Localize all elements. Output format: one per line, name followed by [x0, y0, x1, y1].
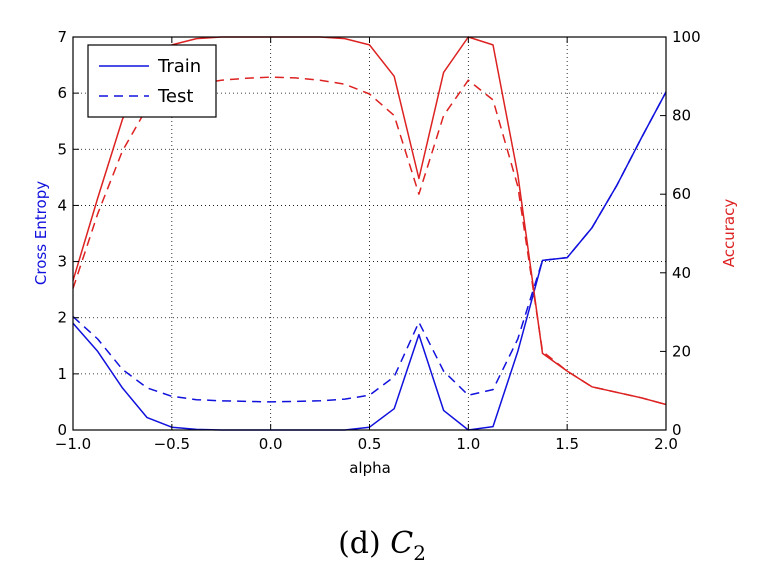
x-tick-label: −1.0	[55, 435, 91, 453]
left-y-tick-labels: 0 1 2 3 4 5 6 7	[57, 28, 67, 439]
left-y-tick-label: 3	[57, 253, 67, 271]
legend: Train Test	[87, 44, 217, 118]
legend-label-train: Train	[157, 56, 201, 77]
left-y-tick-label: 4	[57, 196, 67, 214]
legend-box	[87, 44, 217, 118]
tick-marks	[72, 36, 667, 431]
caption-symbol: C	[390, 526, 413, 561]
figure-caption: (d) C2	[338, 526, 426, 565]
left-y-tick-label: 1	[57, 365, 67, 383]
caption-subscript: 2	[413, 541, 426, 565]
left-y-axis-label: Cross Entropy	[32, 181, 50, 285]
right-y-tick-label: 80	[672, 107, 691, 125]
left-y-tick-label: 6	[57, 84, 67, 102]
x-tick-label: 2.0	[654, 435, 678, 453]
x-tick-label: 1.5	[555, 435, 579, 453]
x-tick-label: 1.0	[456, 435, 480, 453]
x-tick-label: 0.0	[259, 435, 283, 453]
loss-test-line	[72, 91, 667, 403]
x-tick-label: −0.5	[154, 435, 190, 453]
x-axis-label: alpha	[349, 459, 391, 477]
accuracy-test-line	[72, 76, 667, 406]
left-y-tick-label: 0	[57, 421, 67, 439]
right-y-tick-labels: 0 20 40 60 80 100	[672, 28, 701, 439]
right-y-tick-label: 0	[672, 421, 682, 439]
right-y-tick-label: 20	[672, 342, 691, 360]
right-y-axis-label: Accuracy	[720, 199, 738, 268]
right-y-tick-label: 60	[672, 185, 691, 203]
x-tick-labels: −1.0 −0.5 0.0 0.5 1.0 1.5 2.0	[55, 435, 678, 453]
left-y-tick-label: 7	[57, 28, 67, 46]
caption-prefix: (d)	[338, 526, 390, 561]
legend-label-test: Test	[157, 86, 193, 107]
right-y-tick-label: 100	[672, 28, 701, 46]
left-y-tick-label: 5	[57, 140, 67, 158]
x-tick-label: 0.5	[358, 435, 382, 453]
left-y-tick-label: 2	[57, 309, 67, 327]
right-y-tick-label: 40	[672, 264, 691, 282]
